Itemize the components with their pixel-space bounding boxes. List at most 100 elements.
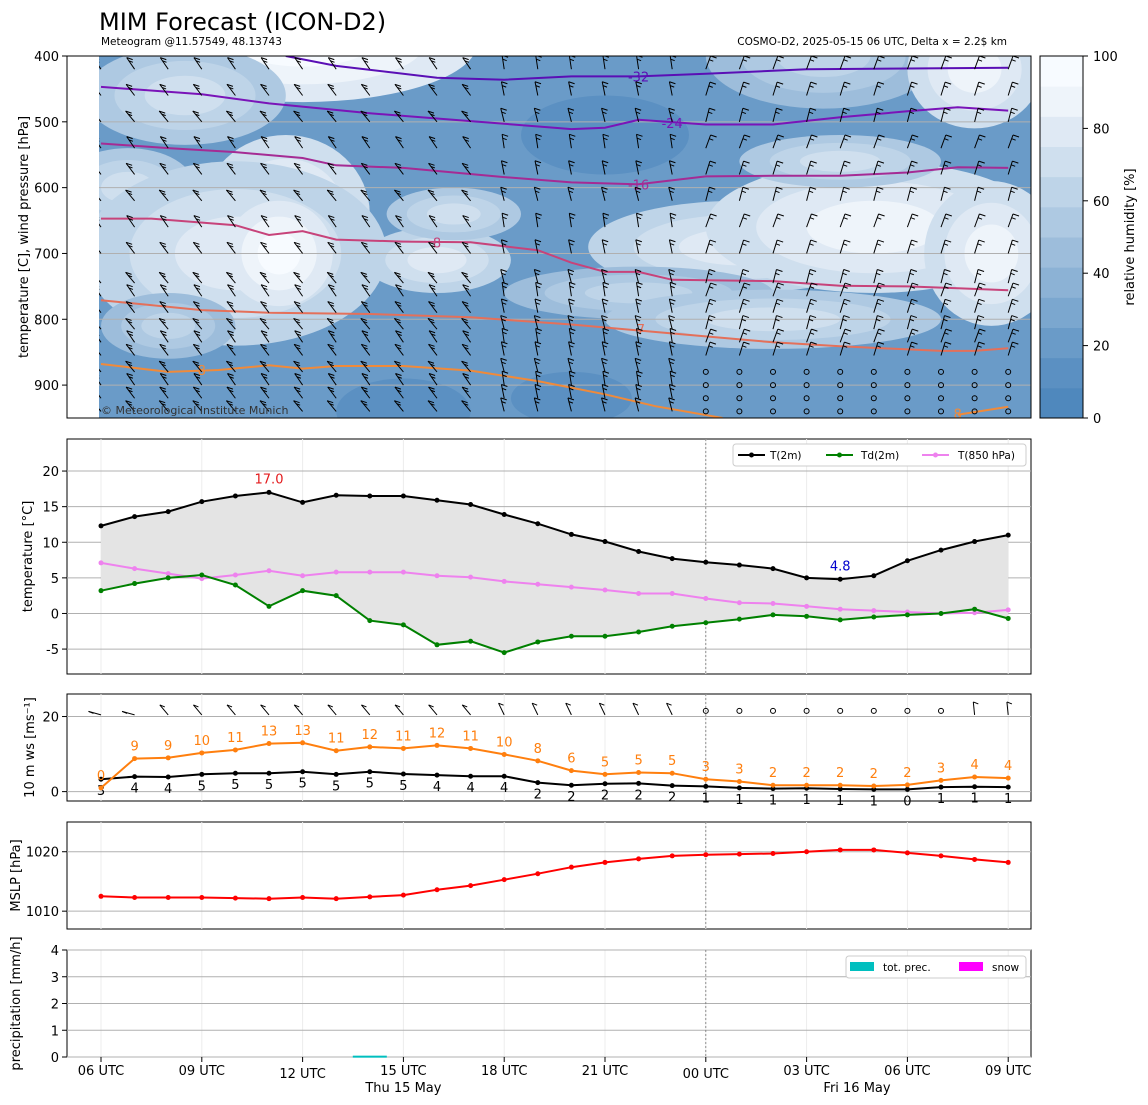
wind-barb [395, 215, 404, 228]
wind-barb-calm [770, 368, 776, 375]
wind-barb-calm [1005, 408, 1012, 415]
surface-wind-barb [666, 702, 673, 716]
wind-barb [327, 136, 337, 149]
wind-barb [462, 284, 472, 297]
data-point [804, 782, 810, 788]
wind-barb [873, 213, 885, 228]
data-point [636, 629, 642, 635]
xtick-label: 15 UTC [380, 1064, 426, 1079]
data-point [434, 642, 440, 648]
data-point [333, 896, 339, 902]
surface-wind-barb [327, 704, 337, 716]
wind-barb [635, 298, 642, 313]
temperature-legend: T(2m) Td(2m) T(850 hPa) [732, 443, 1027, 467]
wind-barb [427, 189, 438, 202]
data-point [904, 786, 910, 792]
wind-barb [159, 83, 169, 96]
wind-barb [500, 341, 508, 356]
wind-barb [294, 136, 304, 149]
wind-value-label: 1 [937, 792, 945, 807]
surface-wind-barb [121, 710, 135, 716]
wind-barb [940, 239, 952, 254]
wind-barb [535, 327, 542, 343]
wind-barb [226, 241, 236, 254]
surface-wind-barb [461, 704, 471, 716]
data-point [300, 740, 306, 746]
data-point [636, 780, 642, 786]
wind-barb [326, 271, 337, 284]
wind-barb [461, 162, 471, 175]
wind-barb [568, 281, 576, 297]
wind-barb [125, 400, 135, 412]
wind-barb-calm [904, 382, 911, 389]
wind-barb-calm [736, 382, 743, 389]
wind-value-label: 5 [265, 778, 273, 793]
wind-value-label: 10 [194, 734, 211, 749]
data-point [938, 853, 944, 859]
wind-barb [873, 315, 884, 330]
wind-barb [260, 215, 270, 228]
wind-barb [839, 213, 852, 228]
wind-barb [192, 110, 203, 123]
wind-value-label: 5 [399, 779, 407, 794]
wind-barb [568, 327, 576, 343]
data-point [535, 871, 541, 877]
wind-barb [125, 360, 135, 373]
wind-barb-calm [770, 408, 776, 415]
wind-barb [500, 81, 508, 96]
wind-barb-calm [702, 408, 709, 415]
wind-barb [534, 160, 542, 175]
wind-value-label: 3 [735, 762, 743, 777]
data-point [703, 596, 709, 602]
pressure-ytick-label: 400 [34, 50, 59, 65]
data-point [165, 755, 171, 761]
wind-barb [500, 298, 508, 313]
data-point [199, 499, 205, 505]
wind-barb-calm [971, 408, 978, 415]
wind-barb [567, 107, 575, 122]
mslp-ytick-label: 1020 [26, 846, 59, 861]
wind-barb [461, 400, 471, 412]
wind-barb [327, 373, 337, 386]
data-point [165, 571, 171, 577]
data-point [871, 847, 877, 853]
surface-wind-barb [498, 702, 505, 716]
wind-barb [839, 134, 852, 149]
wind-barb [940, 107, 951, 122]
wind-barb [974, 213, 986, 228]
wind-barb [159, 343, 169, 356]
data-point [568, 531, 574, 537]
wind-barb [772, 134, 784, 149]
surface-wind-barb [159, 704, 169, 716]
wind-value-label: 8 [534, 742, 542, 757]
wind-barb [974, 298, 985, 313]
humidity-contour-5-2 [947, 56, 1002, 93]
wind-barb [772, 328, 784, 343]
wind-barb [326, 110, 337, 123]
wind-value-label: 2 [802, 766, 810, 781]
wind-barb [294, 373, 304, 386]
wind-barb [806, 134, 818, 149]
wind-barb [634, 315, 642, 330]
wind-barb [602, 281, 610, 297]
wind-barb [669, 370, 677, 386]
colorbar-segment [1040, 297, 1083, 328]
wind-barb [125, 162, 135, 175]
wind-barb-calm [870, 408, 877, 415]
data-point [972, 539, 978, 545]
precipitation-ytick-label: 1 [51, 1024, 59, 1039]
data-point [232, 582, 238, 588]
isotherm-line-3 [101, 217, 1009, 292]
data-point [98, 588, 104, 594]
surface-wind-barb [531, 702, 539, 716]
wind-barb-calm [736, 368, 743, 375]
wind-barb [738, 213, 751, 228]
wind-barb [360, 241, 371, 254]
colorbar-segment [1040, 56, 1083, 87]
precipitation-ylabel: precipitation [mm/h] [9, 936, 24, 1070]
wind-barb [974, 328, 986, 343]
wind-barb [428, 83, 438, 96]
data-point [938, 777, 944, 783]
extreme-label: 17.0 [255, 472, 284, 487]
wind-barb [125, 301, 135, 313]
